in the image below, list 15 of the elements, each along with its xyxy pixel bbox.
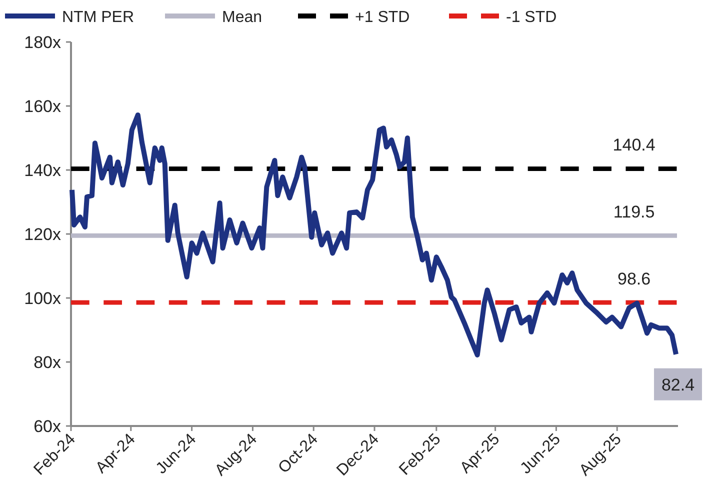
y-tick-label: 120x	[24, 225, 62, 244]
y-tick-label: 160x	[24, 97, 62, 116]
legend-label: Mean	[222, 9, 262, 26]
legend-label: NTM PER	[62, 9, 134, 26]
y-tick-label: 60x	[34, 417, 62, 436]
y-tick-label: 140x	[24, 161, 62, 180]
y-tick-label: 180x	[24, 33, 62, 52]
legend-label: +1 STD	[355, 9, 410, 26]
annotation: 140.4	[612, 136, 656, 155]
annotation: 119.5	[613, 202, 655, 222]
annotation: 98.6	[618, 269, 651, 288]
y-tick-label: 100x	[24, 289, 62, 308]
y-tick-label: 80x	[34, 353, 62, 372]
legend-label: -1 STD	[506, 9, 557, 26]
data-label: 82.4	[661, 375, 695, 394]
